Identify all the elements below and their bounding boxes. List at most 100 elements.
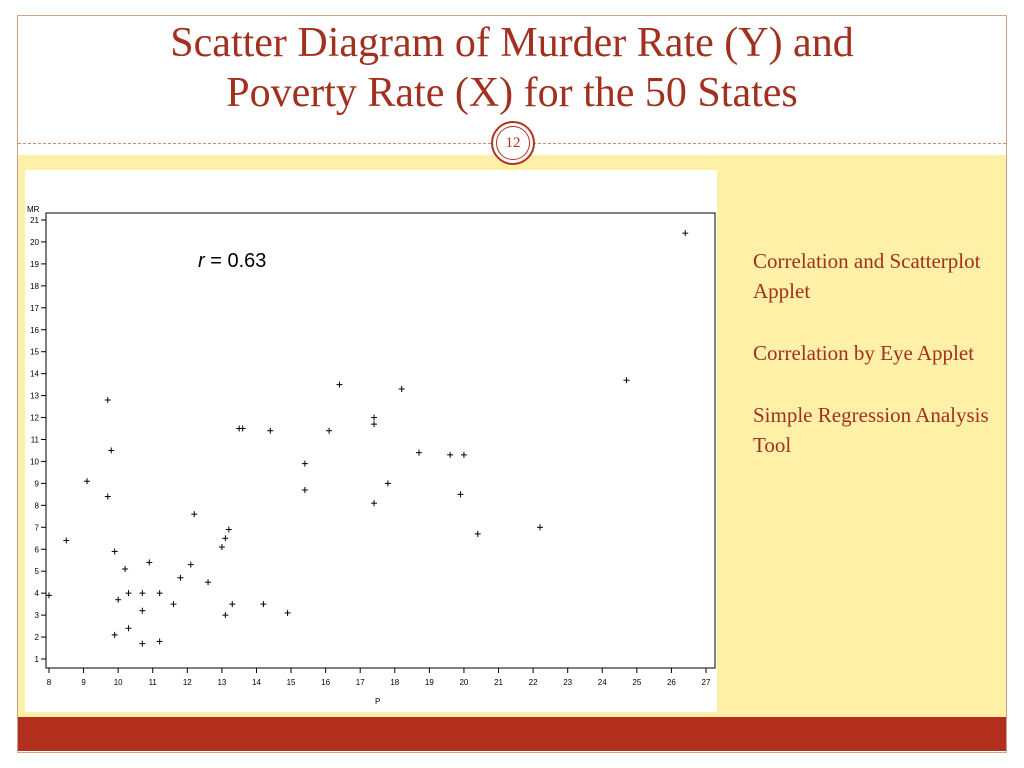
x-tick-label: 15 (287, 678, 296, 687)
data-point (537, 524, 544, 531)
x-tick-label: 21 (494, 678, 503, 687)
data-point (191, 511, 198, 518)
data-point (46, 592, 52, 599)
data-point (156, 590, 163, 597)
x-tick-label: 19 (425, 678, 434, 687)
y-tick-label: 12 (30, 414, 39, 423)
x-tick-label: 16 (321, 678, 330, 687)
scatter-chart: MR P 8 9 10 11 12 13 14 15 16 17 18 19 20 21 22 23 24 25 2… (25, 170, 717, 712)
x-tick-label: 17 (356, 678, 365, 687)
data-point (111, 548, 118, 555)
y-tick-label: 9 (35, 479, 40, 488)
y-tick-label: 6 (35, 545, 40, 554)
y-tick-label: 7 (35, 523, 40, 532)
y-tick-label: 17 (30, 304, 39, 313)
y-tick-label: 4 (35, 589, 40, 598)
x-tick-label: 9 (81, 678, 86, 687)
data-point (104, 493, 111, 500)
x-tick-label: 26 (667, 678, 676, 687)
data-point (267, 427, 274, 434)
data-point (111, 631, 118, 638)
data-point (84, 478, 91, 485)
data-point (205, 579, 212, 586)
data-point (115, 596, 122, 603)
y-tick-label: 16 (30, 326, 39, 335)
data-point (460, 451, 467, 458)
data-point (623, 377, 630, 384)
y-tick-label: 15 (30, 348, 39, 357)
x-axis-label: P (375, 697, 380, 706)
y-tick-label: 13 (30, 392, 39, 401)
data-point (398, 386, 405, 393)
data-point (222, 612, 229, 619)
y-tick-label: 5 (35, 567, 40, 576)
data-point (122, 566, 129, 573)
x-tick-label: 18 (390, 678, 399, 687)
y-tick-label: 21 (30, 216, 39, 225)
x-tick-label: 11 (149, 678, 158, 687)
x-tick-label: 14 (252, 678, 261, 687)
correlation-annotation: r = 0.63 (198, 250, 266, 273)
data-point (301, 460, 308, 467)
data-point (156, 638, 163, 645)
data-point (139, 607, 146, 614)
data-point (371, 500, 378, 507)
link-correlation-by-eye-applet[interactable]: Correlation by Eye Applet (753, 341, 975, 365)
data-point (225, 526, 232, 533)
applet-links: Correlation and Scatterplot Applet Corre… (753, 246, 993, 492)
data-point (218, 544, 225, 551)
data-point (415, 449, 422, 456)
data-point (284, 609, 291, 616)
data-point (177, 574, 184, 581)
data-point (125, 625, 132, 632)
data-point (457, 491, 464, 498)
link-correlation-scatterplot-applet[interactable]: Correlation and Scatterplot Applet (753, 249, 981, 303)
x-tick-label: 12 (183, 678, 192, 687)
data-point (384, 480, 391, 487)
data-point (146, 559, 153, 566)
axis-ticks: 8 9 10 11 12 13 14 15 16 17 18 19 20 21 22 23 24 25 26 2712… (30, 216, 711, 687)
y-tick-label: 14 (30, 370, 39, 379)
data-point (371, 421, 378, 428)
x-tick-label: 13 (217, 678, 226, 687)
x-tick-label: 23 (563, 678, 572, 687)
data-point (326, 427, 333, 434)
y-tick-label: 18 (30, 282, 39, 291)
data-point (222, 535, 229, 542)
slide-title: Scatter Diagram of Murder Rate (Y) and P… (20, 18, 1004, 118)
data-point (260, 601, 267, 608)
data-point (104, 396, 111, 403)
title-line-2: Poverty Rate (X) for the 50 States (226, 70, 798, 116)
y-tick-label: 2 (35, 633, 40, 642)
data-point (447, 451, 454, 458)
data-point (682, 230, 689, 237)
data-point (336, 381, 343, 388)
x-tick-label: 25 (632, 678, 641, 687)
x-tick-label: 20 (459, 678, 468, 687)
data-points (46, 230, 689, 647)
x-tick-label: 22 (529, 678, 538, 687)
data-point (301, 486, 308, 493)
y-tick-label: 11 (31, 436, 40, 445)
footer-band (18, 717, 1006, 751)
data-point (187, 561, 194, 568)
x-tick-label: 27 (702, 678, 711, 687)
data-point (63, 537, 70, 544)
link-simple-regression-tool[interactable]: Simple Regression Analysis Tool (753, 403, 989, 457)
y-tick-label: 3 (35, 611, 40, 620)
data-point (108, 447, 115, 454)
title-line-1: Scatter Diagram of Murder Rate (Y) and (170, 20, 854, 66)
x-tick-label: 24 (598, 678, 607, 687)
data-point (229, 601, 236, 608)
y-tick-label: 8 (35, 501, 40, 510)
data-point (139, 640, 146, 647)
y-axis-label: MR (27, 205, 40, 214)
page-number-badge: 12 (491, 121, 535, 165)
page-number: 12 (496, 126, 530, 160)
y-tick-label: 20 (30, 238, 39, 247)
x-tick-label: 10 (114, 678, 123, 687)
data-point (170, 601, 177, 608)
correlation-variable: r (198, 250, 205, 272)
data-point (474, 530, 481, 537)
data-point (371, 414, 378, 421)
